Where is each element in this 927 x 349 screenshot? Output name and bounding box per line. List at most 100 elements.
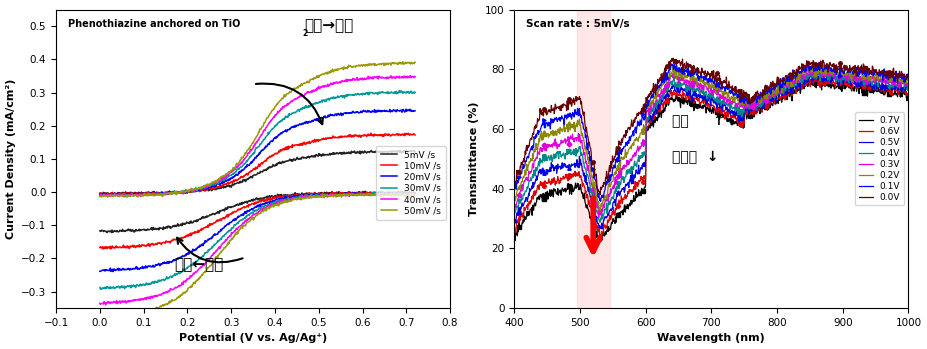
40mV /s [281, 104, 292, 108]
0.6V [903, 92, 914, 96]
50mV /s [281, 92, 292, 97]
10mV /s [332, 135, 343, 140]
40mV /s [405, 73, 416, 77]
10mV /s [117, 194, 128, 198]
Bar [577, 9, 610, 308]
0.4V [760, 98, 771, 103]
0.0V [749, 95, 760, 99]
50mV /s [305, 77, 316, 81]
0.0V [667, 56, 679, 60]
Legend: 0.7V, 0.6V, 0.5V, 0.4V, 0.3V, 0.2V, 0.1V, 0.0V: 0.7V, 0.6V, 0.5V, 0.4V, 0.3V, 0.2V, 0.1V… [856, 112, 904, 206]
0.6V [849, 81, 860, 86]
5mV /s [150, 191, 161, 195]
0.4V [748, 107, 759, 112]
30mV /s [108, 194, 119, 198]
40mV /s [237, 159, 248, 163]
0.6V [594, 237, 605, 242]
Line: 20mV /s: 20mV /s [100, 109, 415, 195]
Line: 50mV /s: 50mV /s [100, 62, 415, 197]
10mV /s [150, 192, 161, 196]
0.0V [849, 71, 860, 75]
0.1V [903, 74, 914, 78]
0.3V [748, 107, 759, 112]
Text: Scan rate : 5mV/s: Scan rate : 5mV/s [527, 18, 629, 29]
0.1V [738, 97, 749, 102]
0.5V [509, 217, 520, 222]
0.6V [760, 104, 771, 108]
20mV /s [400, 107, 412, 111]
0.0V [903, 72, 914, 76]
0.2V [818, 63, 829, 67]
20mV /s [410, 109, 421, 113]
10mV /s [95, 192, 106, 196]
0.7V [903, 91, 914, 95]
0.1V [814, 60, 825, 65]
5mV /s [305, 154, 316, 158]
0.4V [594, 220, 605, 224]
Text: 전위     ↑: 전위 ↑ [672, 114, 725, 128]
0.4V [812, 67, 823, 71]
Line: 0.2V: 0.2V [514, 65, 908, 211]
40mV /s [410, 75, 421, 79]
0.6V [808, 82, 819, 86]
X-axis label: Potential (V vs. Ag/Ag⁺): Potential (V vs. Ag/Ag⁺) [179, 333, 327, 343]
10mV /s [305, 140, 316, 144]
0.1V [595, 199, 606, 203]
20mV /s [332, 112, 343, 117]
0.2V [849, 70, 860, 74]
0.3V [849, 75, 860, 79]
Text: Phenothiazine anchored on TiO: Phenothiazine anchored on TiO [68, 18, 240, 29]
0.2V [903, 75, 914, 79]
0.7V [760, 105, 771, 109]
20mV /s [95, 192, 106, 196]
0.2V [509, 197, 520, 201]
30mV /s [237, 163, 248, 168]
0.4V [849, 79, 860, 83]
Line: 10mV /s: 10mV /s [100, 133, 415, 196]
0.1V [760, 86, 771, 90]
0.0V [594, 192, 605, 196]
0.3V [808, 72, 819, 76]
20mV /s [150, 192, 161, 196]
0.0V [533, 118, 544, 122]
0.5V [808, 77, 819, 81]
0.1V [533, 132, 544, 136]
0.6V [533, 183, 544, 187]
40mV /s [150, 192, 161, 196]
30mV /s [332, 94, 343, 98]
5mV /s [176, 190, 187, 194]
0.0V [761, 89, 772, 93]
0.1V [509, 186, 520, 191]
Line: 5mV /s: 5mV /s [100, 150, 415, 195]
50mV /s [176, 190, 187, 194]
0.6V [812, 73, 823, 77]
Line: 30mV /s: 30mV /s [100, 91, 415, 196]
0.6V [509, 224, 520, 228]
0.2V [808, 66, 819, 70]
20mV /s [305, 120, 316, 124]
50mV /s [332, 68, 343, 73]
Legend: 5mV /s, 10mV /s, 20mV /s, 30mV /s, 40mV /s, 50mV /s: 5mV /s, 10mV /s, 20mV /s, 30mV /s, 40mV … [376, 146, 446, 220]
0.4V [903, 82, 914, 87]
0.5V [748, 106, 759, 111]
30mV /s [305, 103, 316, 107]
0.3V [533, 150, 544, 155]
0.3V [903, 80, 914, 84]
5mV /s [281, 159, 292, 163]
0.5V [849, 79, 860, 83]
0.7V [533, 194, 544, 198]
0.3V [509, 205, 520, 209]
40mV /s [176, 190, 187, 194]
0.5V [738, 118, 749, 122]
0.2V [738, 101, 749, 105]
Line: 0.0V: 0.0V [514, 58, 908, 194]
5mV /s [410, 150, 421, 154]
Text: 투과도  ↓: 투과도 ↓ [672, 150, 718, 164]
30mV /s [150, 192, 161, 196]
50mV /s [237, 156, 248, 160]
Text: 탈색←환원: 탈색←환원 [174, 257, 223, 272]
Line: 0.4V: 0.4V [514, 69, 908, 222]
0.3V [738, 108, 749, 112]
0.4V [509, 213, 520, 217]
0.7V [748, 115, 759, 119]
